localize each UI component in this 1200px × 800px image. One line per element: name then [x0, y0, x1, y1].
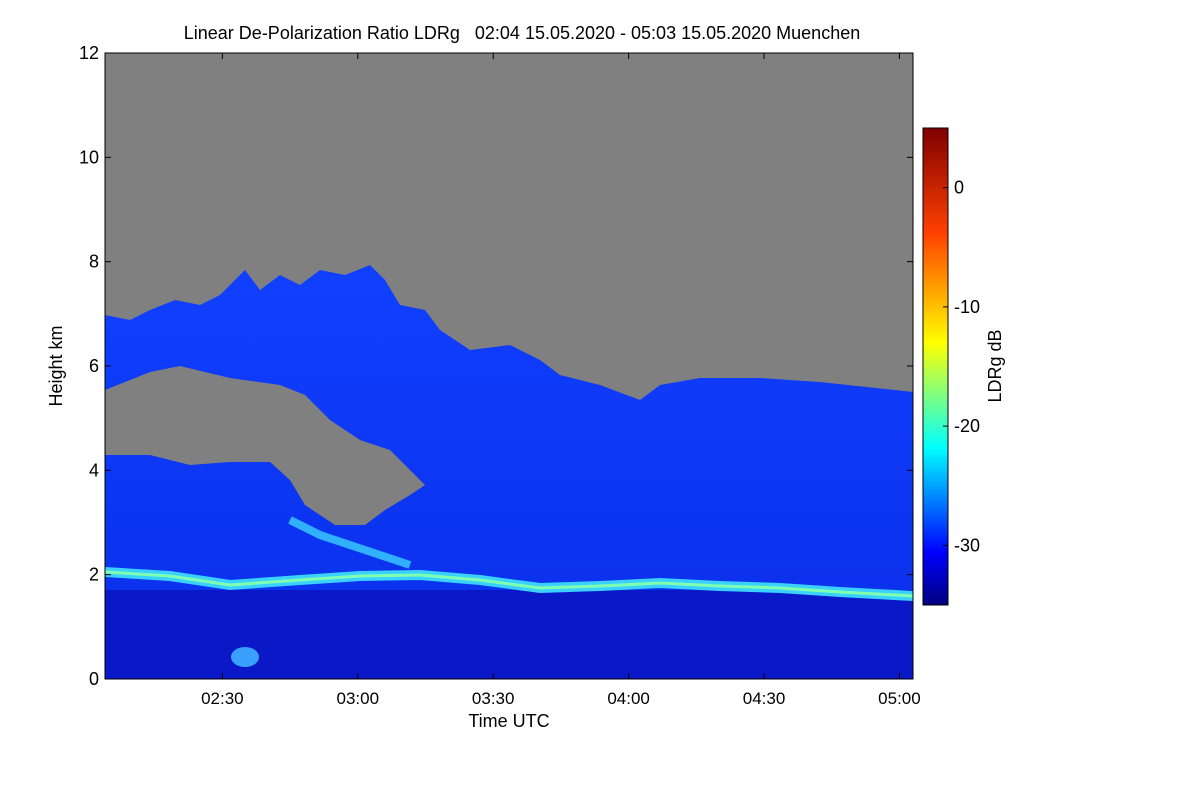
- bright-band-core: [105, 570, 913, 598]
- fall-streak: [288, 516, 412, 569]
- y-tick-label: 10: [79, 147, 99, 167]
- y-tick-label: 12: [79, 43, 99, 63]
- colorbar-tick-label: -30: [954, 535, 980, 555]
- y-axis-label: Height km: [46, 325, 66, 406]
- y-tick-label: 8: [89, 252, 99, 272]
- y-tick-label: 0: [89, 669, 99, 689]
- colorbar: [922, 127, 949, 606]
- colorbar-tick-label: -10: [954, 297, 980, 317]
- x-tick-label: 03:30: [472, 689, 515, 708]
- x-tick-label: 04:30: [743, 689, 786, 708]
- ground-clutter: [231, 647, 259, 667]
- chart-title: Linear De-Polarization Ratio LDRg 02:04 …: [184, 23, 860, 43]
- y-tick-label: 4: [89, 460, 99, 480]
- plot-area: [105, 53, 913, 679]
- y-axis: 0 2 4 6 8 10 12: [79, 43, 913, 689]
- colorbar-axis: -30 -20 -10 0: [943, 178, 980, 555]
- colorbar-tick-label: 0: [954, 178, 964, 198]
- colorbar-label: LDRg dB: [985, 329, 1005, 402]
- x-axis: 02:30 03:00 03:30 04:00 04:30 05:00: [201, 53, 921, 708]
- x-tick-label: 05:00: [878, 689, 921, 708]
- gap-region: [105, 366, 425, 525]
- lower-layer: [105, 590, 913, 679]
- x-tick-label: 03:00: [337, 689, 380, 708]
- x-tick-label: 04:00: [607, 689, 650, 708]
- y-tick-label: 6: [89, 356, 99, 376]
- y-tick-label: 2: [89, 565, 99, 585]
- colorbar-tick-label: -20: [954, 416, 980, 436]
- x-axis-label: Time UTC: [468, 711, 549, 731]
- x-tick-label: 02:30: [201, 689, 244, 708]
